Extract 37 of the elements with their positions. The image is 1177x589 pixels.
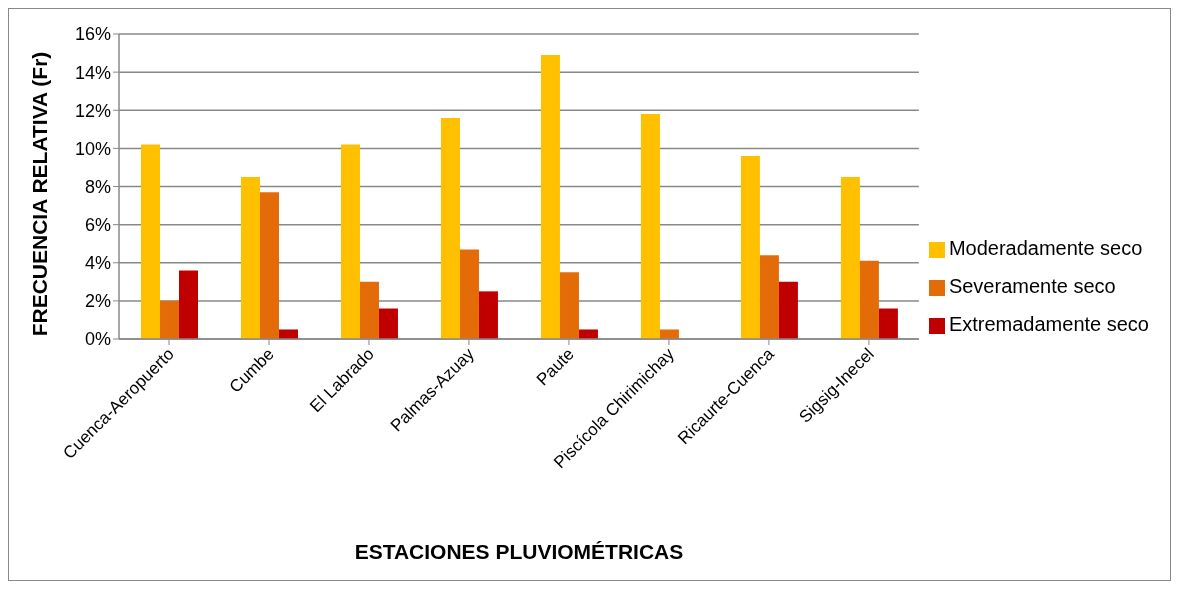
bar <box>359 281 379 339</box>
bar <box>859 260 879 339</box>
bar <box>259 192 279 339</box>
bar <box>440 117 460 339</box>
bar <box>778 281 798 339</box>
y-tick-label: 12% <box>74 100 111 121</box>
bar <box>578 329 598 339</box>
bar <box>840 176 860 339</box>
legend-label: Extremadamente seco <box>948 313 1149 335</box>
bar <box>759 255 779 339</box>
bar <box>141 144 160 339</box>
x-axis-title: ESTACIONES PLUVIOMÉTRICAS <box>354 540 684 563</box>
bar <box>659 329 679 339</box>
bar <box>478 291 498 339</box>
bar <box>179 270 198 339</box>
bar <box>378 308 398 339</box>
y-tick-label: 2% <box>84 291 111 312</box>
legend-label: Moderadamente seco <box>948 237 1143 259</box>
bar <box>160 300 179 339</box>
y-axis-title: FRECUENCIA RELATIVA (Fr) <box>28 51 51 337</box>
y-tick-label: 10% <box>74 138 111 159</box>
bar <box>740 156 760 339</box>
bar <box>278 329 298 339</box>
y-tick-label: 8% <box>84 176 111 197</box>
bar <box>459 249 479 339</box>
y-tick-label: 0% <box>84 329 111 350</box>
bar <box>878 308 898 339</box>
bar <box>559 272 579 339</box>
legend-label: Severamente seco <box>948 275 1116 297</box>
bar <box>640 114 660 339</box>
y-tick-label: 6% <box>84 215 111 236</box>
bar <box>240 176 260 339</box>
y-tick-label: 16% <box>74 24 111 45</box>
bar <box>340 144 360 339</box>
y-tick-label: 4% <box>84 253 111 274</box>
bar <box>540 54 560 339</box>
y-tick-label: 14% <box>74 62 111 83</box>
